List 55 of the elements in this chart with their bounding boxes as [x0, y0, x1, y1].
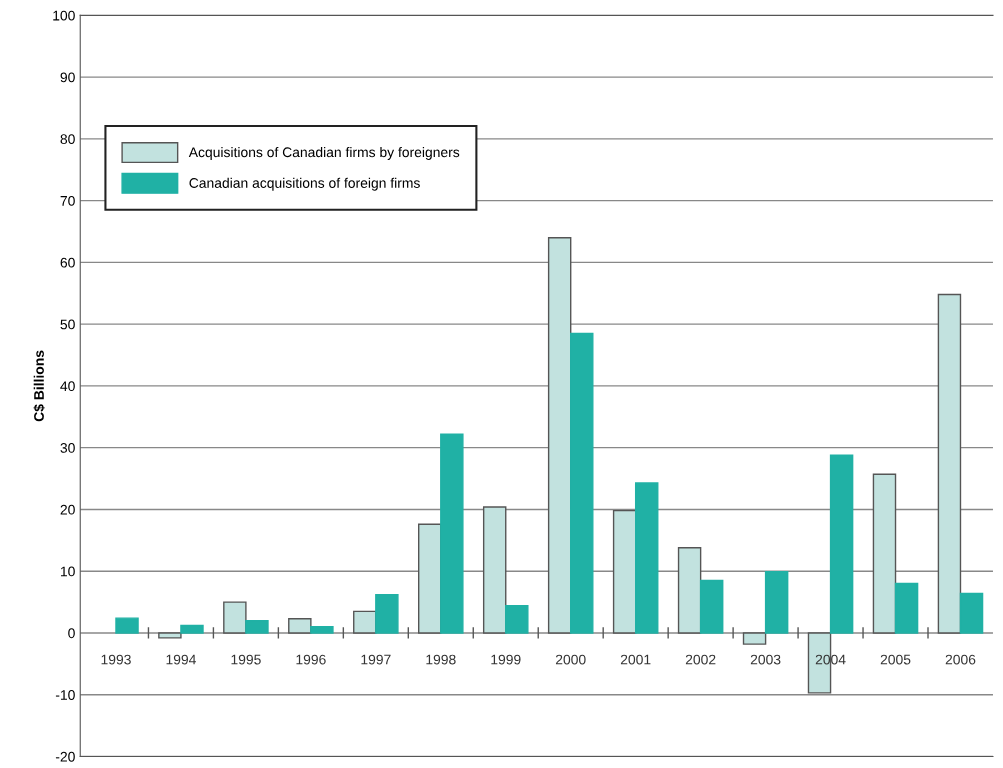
bar: [505, 605, 529, 634]
bar: [829, 454, 854, 634]
y-tick-label: 20: [60, 504, 75, 515]
y-tick-label: 10: [60, 566, 75, 577]
x-tick-label: 2003: [750, 654, 781, 665]
x-tick-label: 2002: [685, 654, 716, 665]
x-tick-label: 2000: [555, 654, 586, 665]
bar: [482, 506, 507, 634]
x-tick-label: 2005: [880, 654, 911, 665]
x-tick-label: 1999: [491, 654, 521, 665]
x-tick-label: 1994: [166, 654, 196, 665]
bar: [547, 237, 572, 634]
x-tick-label: 1998: [426, 654, 456, 665]
bar: [742, 632, 767, 645]
y-tick-label: 0: [68, 628, 75, 639]
y-tick-label: -10: [55, 690, 75, 700]
x-tick-label: 1993: [101, 654, 131, 665]
y-tick-label: -20: [55, 751, 75, 762]
y-tick-label: 50: [60, 319, 75, 330]
bar: [872, 473, 897, 634]
x-tick-label: 1996: [296, 654, 326, 665]
y-axis-title: C$ Billions: [33, 350, 45, 422]
bar: [353, 610, 377, 634]
x-tick-label: 1997: [361, 654, 391, 665]
x-tick-label: 2006: [945, 654, 976, 665]
legend-label: Acquisitions of Canadian firms by foreigners: [188, 146, 460, 160]
bar: [310, 626, 334, 634]
bar: [223, 601, 247, 634]
bar: [418, 523, 442, 634]
x-tick-label: 1995: [231, 654, 261, 665]
bar: [245, 619, 269, 634]
legend-label: Canadian acquisitions of foreign firms: [189, 177, 420, 191]
bar: [158, 632, 182, 639]
y-tick-label: 30: [60, 443, 75, 453]
y-tick-label: 60: [60, 257, 75, 268]
y-tick-label: 100: [53, 10, 75, 21]
bar: [634, 482, 659, 634]
bar: [959, 592, 984, 634]
bar: [115, 617, 139, 634]
y-tick-label: 90: [60, 72, 75, 83]
bar: [764, 571, 789, 634]
bar: [677, 547, 702, 634]
bar: [288, 618, 312, 634]
x-tick-label: 2001: [620, 654, 651, 665]
bar: [612, 509, 637, 634]
bar: [894, 582, 919, 634]
y-tick-label: 40: [60, 381, 75, 392]
y-tick-label: 80: [60, 134, 75, 145]
bar: [937, 293, 962, 634]
bar: [375, 593, 399, 634]
bar: [570, 332, 594, 634]
bar: [180, 624, 204, 634]
bar: [440, 433, 464, 634]
bar: [699, 579, 724, 634]
y-tick-label: 70: [60, 195, 75, 206]
